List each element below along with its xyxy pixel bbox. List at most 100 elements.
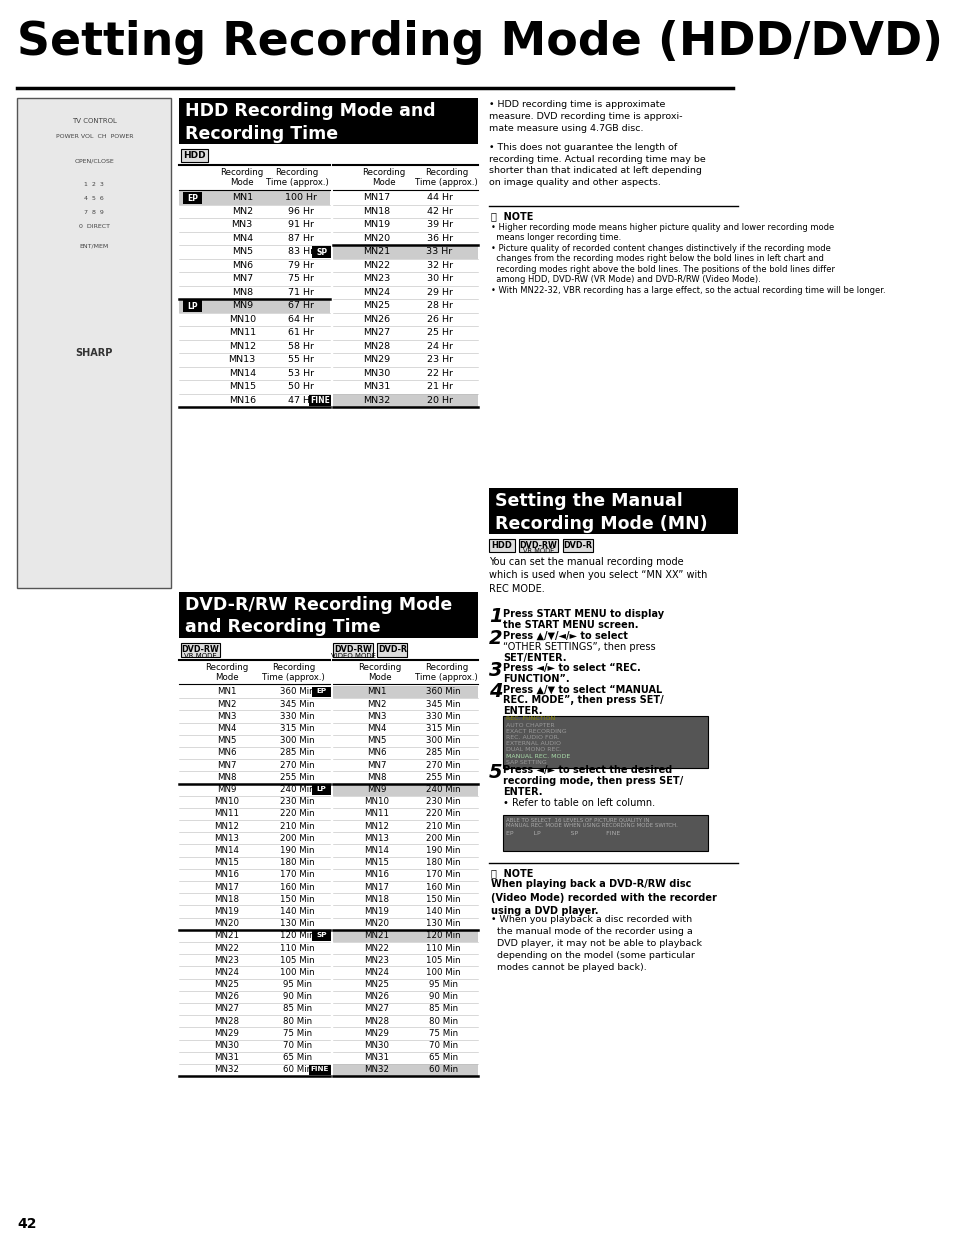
Text: 100 Min: 100 Min xyxy=(279,968,314,977)
Text: MN12: MN12 xyxy=(364,821,389,831)
Text: MN6: MN6 xyxy=(216,748,236,757)
Text: 140 Min: 140 Min xyxy=(279,906,314,916)
Text: 70 Min: 70 Min xyxy=(429,1041,457,1050)
Text: Recording: Recording xyxy=(425,168,468,177)
Text: VR MODE: VR MODE xyxy=(522,548,554,555)
Text: the START MENU screen.: the START MENU screen. xyxy=(503,620,639,630)
Text: MN19: MN19 xyxy=(363,220,390,230)
Text: • Picture quality of recorded content changes distinctively if the recording mod: • Picture quality of recorded content ch… xyxy=(490,243,830,253)
Bar xyxy=(333,930,477,942)
Text: Time (approx.): Time (approx.) xyxy=(415,178,477,186)
Text: MN21: MN21 xyxy=(364,931,389,940)
Bar xyxy=(333,783,477,795)
Text: 210 Min: 210 Min xyxy=(426,821,460,831)
Text: 32 Hr: 32 Hr xyxy=(426,261,452,269)
Text: DVD-R: DVD-R xyxy=(563,541,592,550)
Bar xyxy=(309,1065,331,1076)
Text: 75 Min: 75 Min xyxy=(282,1029,312,1037)
Text: 42 Hr: 42 Hr xyxy=(426,206,452,216)
Text: 20 Hr: 20 Hr xyxy=(426,395,452,405)
Text: Press ◄/► to select the desired: Press ◄/► to select the desired xyxy=(503,766,672,776)
Text: • With MN22-32, VBR recording has a large effect, so the actual recording time w: • With MN22-32, VBR recording has a larg… xyxy=(490,285,884,295)
Text: Mode: Mode xyxy=(230,178,253,186)
Text: 60 Min: 60 Min xyxy=(282,1066,312,1074)
Text: 67 Hr: 67 Hr xyxy=(288,301,314,310)
Text: 29 Hr: 29 Hr xyxy=(426,288,452,296)
Text: MN32: MN32 xyxy=(363,395,390,405)
Text: 330 Min: 330 Min xyxy=(426,711,460,721)
Text: 200 Min: 200 Min xyxy=(426,834,460,842)
Text: Recording: Recording xyxy=(220,168,264,177)
Text: 61 Hr: 61 Hr xyxy=(288,329,314,337)
Text: AUTO CHAPTER: AUTO CHAPTER xyxy=(506,722,555,727)
Text: MN27: MN27 xyxy=(213,1004,238,1014)
Text: MN25: MN25 xyxy=(363,301,390,310)
Text: 55 Hr: 55 Hr xyxy=(288,356,314,364)
Text: Press ▲/▼/◄/► to select: Press ▲/▼/◄/► to select xyxy=(503,631,627,641)
Text: MN18: MN18 xyxy=(213,894,238,904)
Text: 65 Min: 65 Min xyxy=(429,1053,457,1062)
Text: MN2: MN2 xyxy=(216,700,236,709)
Text: 4: 4 xyxy=(489,683,502,701)
Text: Recording: Recording xyxy=(275,168,318,177)
Text: ⎙  NOTE: ⎙ NOTE xyxy=(490,211,533,221)
Text: MN20: MN20 xyxy=(363,233,390,243)
Text: MN4: MN4 xyxy=(367,724,386,734)
Bar xyxy=(312,784,331,794)
Text: 105 Min: 105 Min xyxy=(426,956,460,965)
Text: 240 Min: 240 Min xyxy=(426,785,460,794)
Text: REC. MODE”, then press SET/: REC. MODE”, then press SET/ xyxy=(503,695,663,705)
Text: Mode: Mode xyxy=(214,673,238,682)
Text: MN13: MN13 xyxy=(229,356,255,364)
Text: MN13: MN13 xyxy=(364,834,389,842)
Text: 150 Min: 150 Min xyxy=(426,894,460,904)
Text: MN7: MN7 xyxy=(367,761,386,769)
Text: 315 Min: 315 Min xyxy=(279,724,314,734)
Text: 170 Min: 170 Min xyxy=(426,871,460,879)
Text: Setting Recording Mode (HDD/DVD): Setting Recording Mode (HDD/DVD) xyxy=(17,20,943,65)
Text: 1: 1 xyxy=(489,606,502,626)
Text: MN5: MN5 xyxy=(232,247,253,257)
Text: MN9: MN9 xyxy=(216,785,236,794)
Text: 300 Min: 300 Min xyxy=(279,736,314,745)
Text: EXTERNAL AUDIO: EXTERNAL AUDIO xyxy=(506,741,560,746)
Text: ENT/MEM: ENT/MEM xyxy=(80,243,109,248)
Text: 39 Hr: 39 Hr xyxy=(426,220,452,230)
Text: 25 Hr: 25 Hr xyxy=(426,329,452,337)
Text: HDD: HDD xyxy=(183,152,205,161)
Text: 3: 3 xyxy=(489,661,502,679)
Text: MN22: MN22 xyxy=(363,261,390,269)
Text: 36 Hr: 36 Hr xyxy=(426,233,452,243)
Text: 4  5  6: 4 5 6 xyxy=(85,196,104,201)
Text: 270 Min: 270 Min xyxy=(279,761,314,769)
Text: MN16: MN16 xyxy=(213,871,238,879)
Text: 0  DIRECT: 0 DIRECT xyxy=(79,224,110,228)
Text: 255 Min: 255 Min xyxy=(426,773,460,782)
Text: SP: SP xyxy=(315,248,327,257)
Text: SHARP: SHARP xyxy=(75,348,113,358)
Text: HDD Recording Mode and
Recording Time: HDD Recording Mode and Recording Time xyxy=(185,103,435,143)
Bar xyxy=(333,642,373,657)
Bar xyxy=(489,538,515,552)
Text: 90 Min: 90 Min xyxy=(282,992,312,1002)
Text: 315 Min: 315 Min xyxy=(426,724,460,734)
Text: MN17: MN17 xyxy=(363,194,390,203)
Text: 1  2  3: 1 2 3 xyxy=(84,182,104,186)
Text: MN15: MN15 xyxy=(229,382,255,391)
Text: FUNCTION”.: FUNCTION”. xyxy=(503,673,569,683)
Text: 26 Hr: 26 Hr xyxy=(426,315,452,324)
Text: 58 Hr: 58 Hr xyxy=(288,342,314,351)
Text: 95 Min: 95 Min xyxy=(282,981,312,989)
Text: MN5: MN5 xyxy=(216,736,236,745)
Bar xyxy=(17,98,172,588)
Text: MN16: MN16 xyxy=(229,395,255,405)
Bar xyxy=(179,191,330,205)
Text: 240 Min: 240 Min xyxy=(279,785,314,794)
Text: MN7: MN7 xyxy=(232,274,253,283)
Bar xyxy=(309,395,331,406)
Text: MN20: MN20 xyxy=(364,919,389,929)
Text: 60 Min: 60 Min xyxy=(429,1066,457,1074)
Text: MN24: MN24 xyxy=(213,968,238,977)
Text: 87 Hr: 87 Hr xyxy=(288,233,314,243)
Text: Press ▲/▼ to select “MANUAL: Press ▲/▼ to select “MANUAL xyxy=(503,684,661,694)
